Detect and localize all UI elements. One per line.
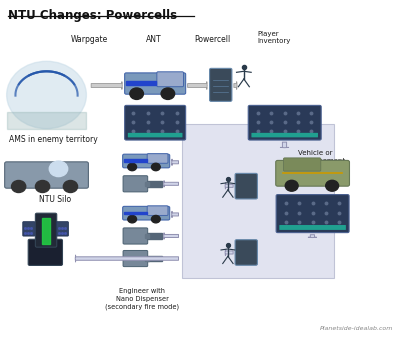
FancyBboxPatch shape — [28, 239, 62, 265]
Circle shape — [326, 180, 338, 191]
Bar — [146, 181, 162, 187]
Circle shape — [36, 180, 50, 193]
Text: Engineer with
Nano Dispenser
(secondary fire mode): Engineer with Nano Dispenser (secondary … — [105, 289, 179, 311]
Text: Powercell: Powercell — [194, 35, 230, 45]
FancyBboxPatch shape — [123, 250, 148, 267]
Bar — [42, 218, 50, 244]
Circle shape — [128, 215, 136, 223]
Bar — [146, 234, 162, 239]
Circle shape — [128, 163, 136, 171]
FancyBboxPatch shape — [123, 154, 170, 168]
FancyBboxPatch shape — [157, 72, 184, 87]
FancyBboxPatch shape — [125, 73, 186, 94]
Bar — [124, 160, 147, 162]
Circle shape — [285, 180, 298, 191]
FancyBboxPatch shape — [123, 228, 148, 244]
FancyBboxPatch shape — [248, 105, 321, 140]
FancyBboxPatch shape — [276, 161, 350, 186]
FancyBboxPatch shape — [279, 225, 346, 230]
FancyBboxPatch shape — [252, 133, 318, 137]
Text: ANT: ANT — [146, 35, 162, 45]
FancyBboxPatch shape — [35, 213, 57, 247]
FancyBboxPatch shape — [235, 240, 258, 265]
Circle shape — [152, 163, 160, 171]
Circle shape — [130, 88, 144, 99]
FancyBboxPatch shape — [5, 162, 88, 188]
Text: AMS in enemy territory: AMS in enemy territory — [9, 135, 98, 144]
Circle shape — [161, 88, 175, 99]
Bar — [7, 112, 86, 128]
FancyBboxPatch shape — [210, 68, 232, 101]
Text: Planetside-idealab.com: Planetside-idealab.com — [320, 326, 393, 331]
FancyBboxPatch shape — [23, 222, 35, 236]
FancyBboxPatch shape — [147, 154, 168, 163]
FancyBboxPatch shape — [276, 195, 349, 233]
Text: Warpgate: Warpgate — [70, 35, 108, 45]
FancyBboxPatch shape — [56, 222, 68, 236]
FancyBboxPatch shape — [123, 176, 148, 192]
Text: Player
Inventory: Player Inventory — [258, 31, 291, 45]
Bar — [124, 212, 147, 214]
Text: Vehicle or
Emplacement
Trunk: Vehicle or Emplacement Trunk — [298, 150, 346, 171]
Bar — [146, 256, 162, 261]
FancyBboxPatch shape — [123, 207, 170, 220]
FancyBboxPatch shape — [128, 133, 182, 137]
FancyBboxPatch shape — [147, 206, 168, 215]
FancyBboxPatch shape — [284, 158, 321, 171]
FancyBboxPatch shape — [182, 124, 334, 279]
Circle shape — [63, 180, 78, 193]
Circle shape — [152, 215, 160, 223]
Circle shape — [49, 161, 68, 177]
Circle shape — [7, 61, 86, 128]
Text: NTU Silo: NTU Silo — [38, 195, 71, 204]
Bar — [126, 81, 156, 85]
Text: NTU Changes: Powercells: NTU Changes: Powercells — [8, 9, 177, 22]
FancyBboxPatch shape — [235, 173, 258, 199]
FancyBboxPatch shape — [125, 105, 186, 140]
Circle shape — [12, 180, 26, 193]
